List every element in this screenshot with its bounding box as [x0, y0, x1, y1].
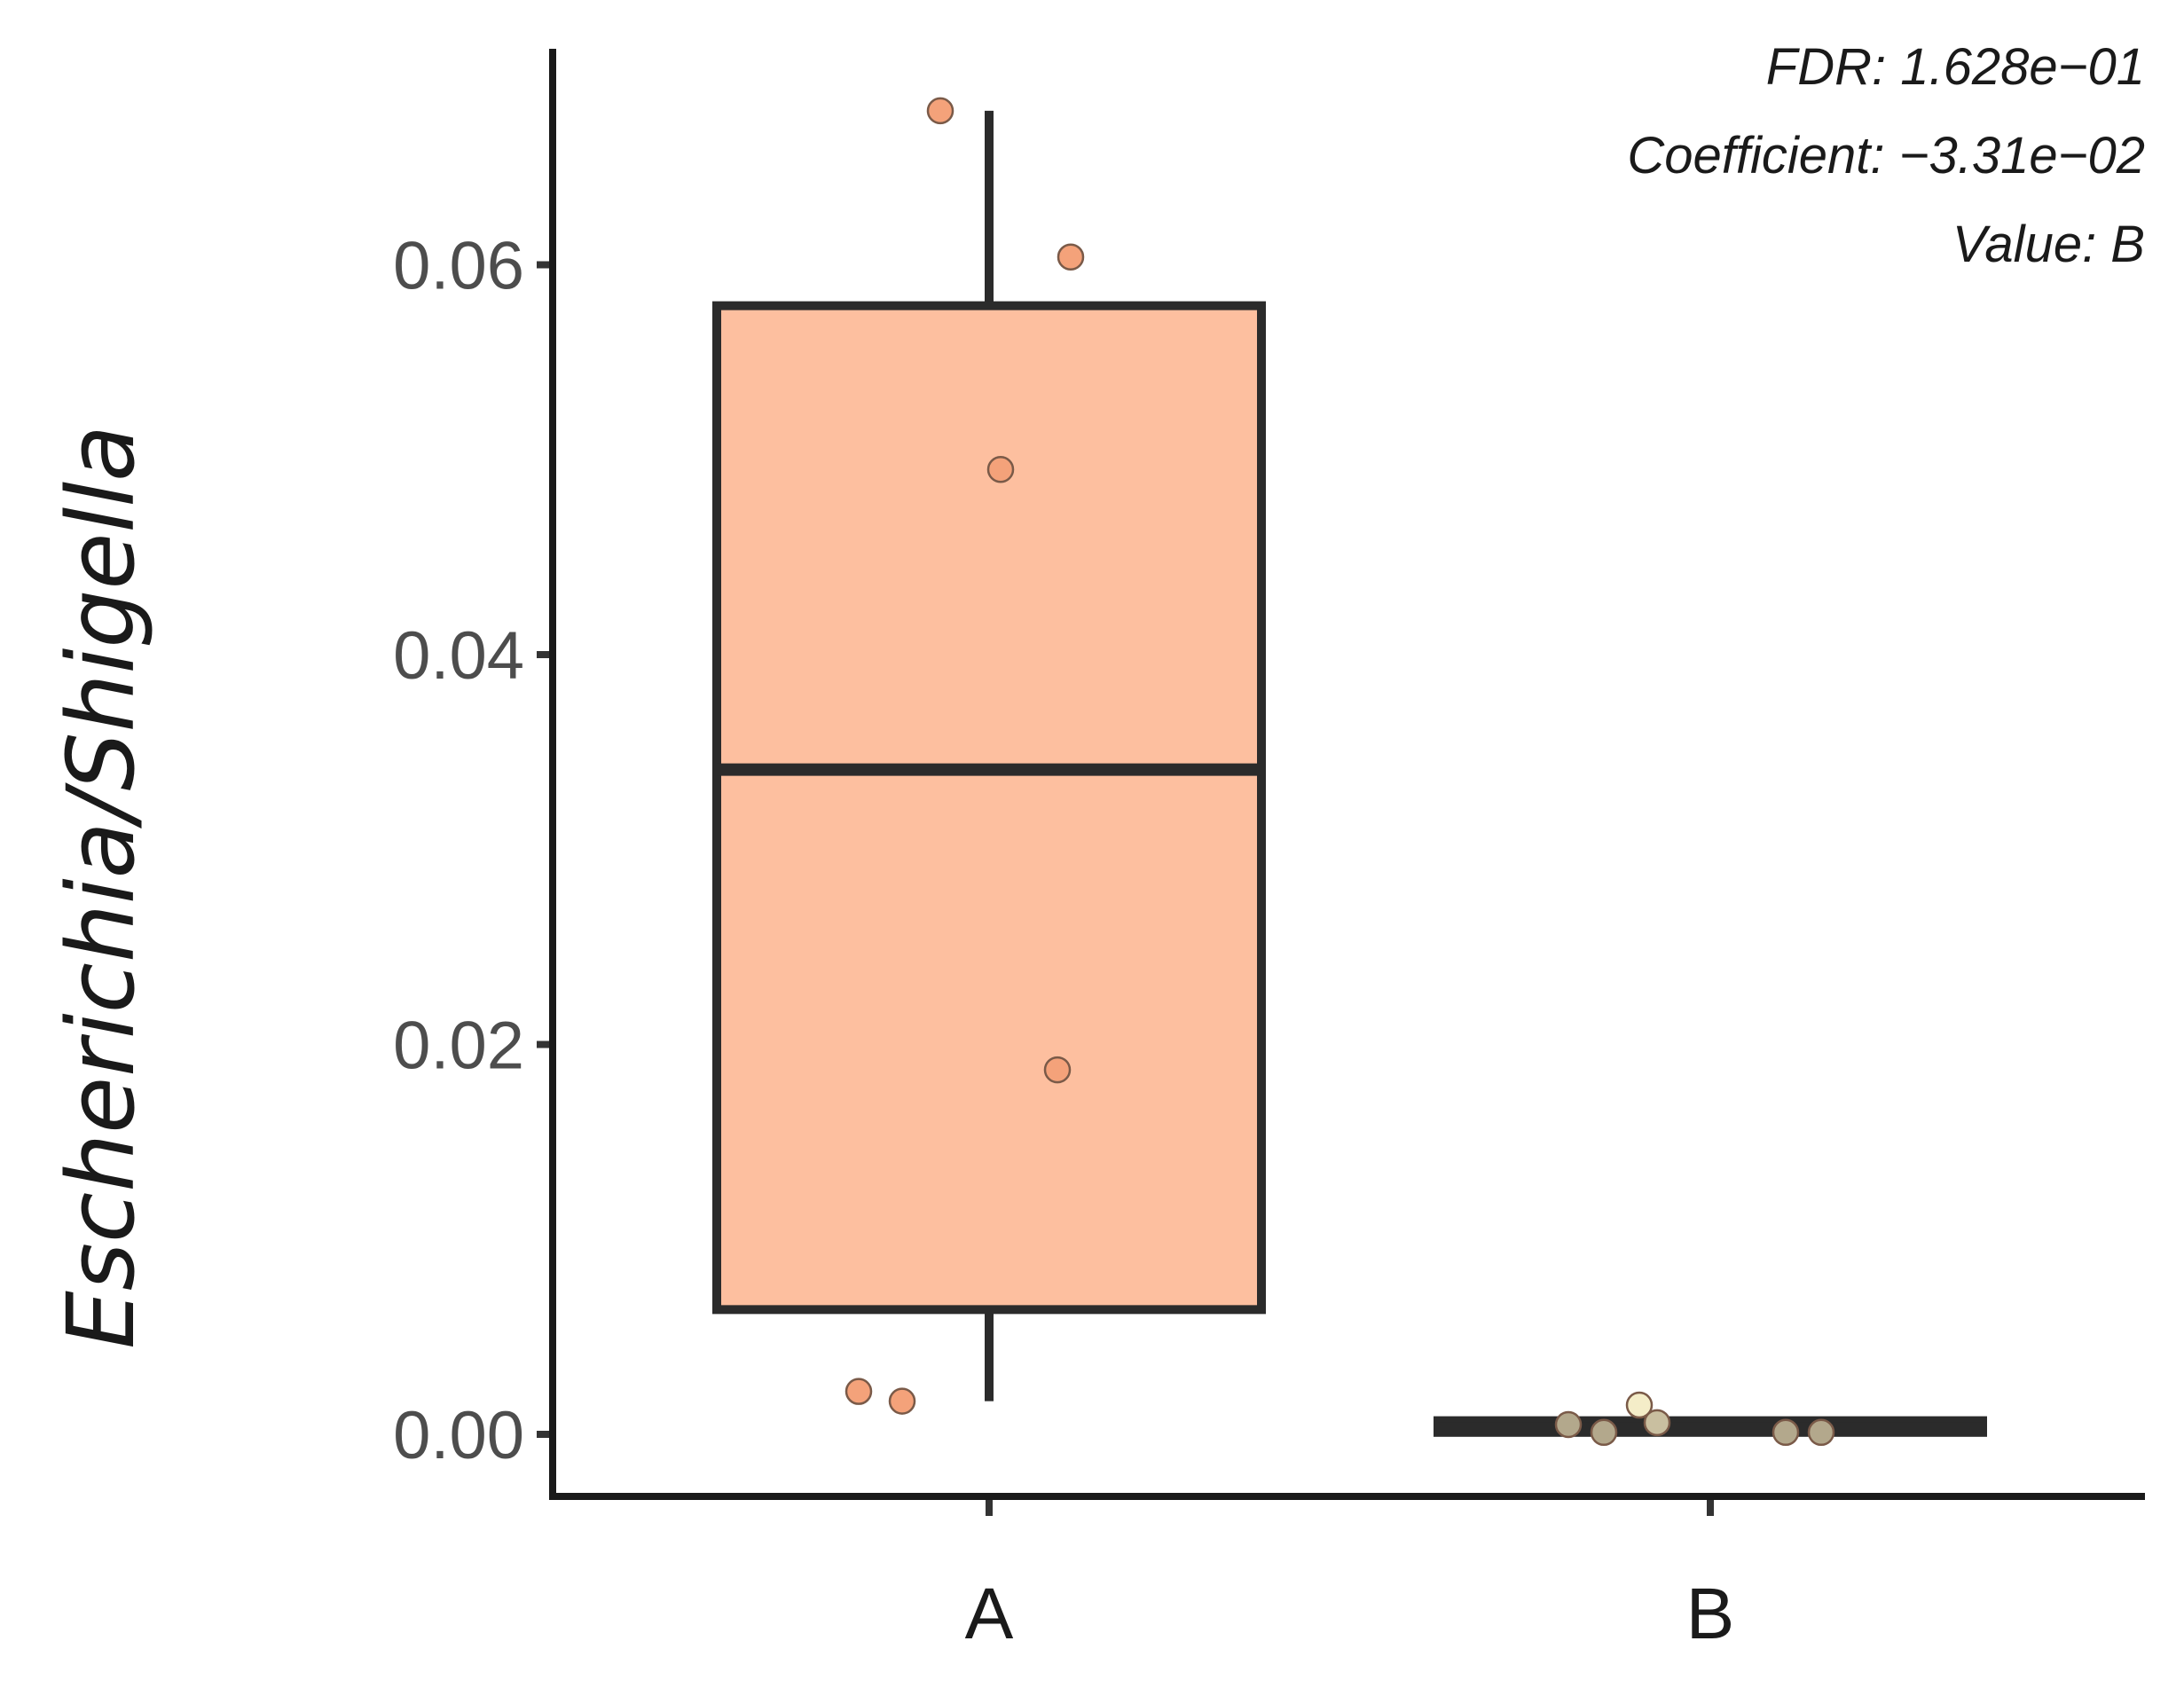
x-tick-label: A — [965, 1574, 1014, 1654]
data-points — [845, 97, 1835, 1447]
annotation-coefficient: Coefficient: −3.31e−02 — [1627, 127, 2145, 185]
boxes — [712, 110, 1987, 1437]
data-point — [1590, 1418, 1618, 1447]
y-axis-title: Escherichia/Shigella — [47, 425, 155, 1349]
data-point — [1043, 1056, 1072, 1084]
annotation-value: Value: B — [1952, 216, 2145, 273]
y-tick-label: 0.00 — [393, 1398, 524, 1473]
annotation-fdr: FDR: 1.628e−01 — [1766, 38, 2145, 96]
box-iqr — [712, 301, 1266, 1315]
data-point — [986, 455, 1015, 483]
stats-annotations: FDR: 1.628e−01 Coefficient: −3.31e−02 Va… — [1627, 38, 2145, 273]
data-point — [926, 97, 955, 125]
data-point — [1807, 1418, 1835, 1447]
box-b — [1434, 1416, 1987, 1437]
data-point — [1772, 1418, 1800, 1447]
data-point — [1643, 1409, 1671, 1437]
x-tick-label: B — [1686, 1574, 1735, 1654]
axes — [549, 49, 2145, 1500]
box-a — [712, 110, 1266, 1402]
data-point — [845, 1378, 873, 1405]
y-tick-label: 0.02 — [393, 1009, 524, 1084]
data-point — [1057, 243, 1085, 271]
y-axis-ticks: 0.00 0.02 0.04 0.06 — [393, 229, 553, 1473]
data-point — [1625, 1391, 1654, 1419]
y-tick-label: 0.06 — [393, 229, 524, 304]
y-tick-label: 0.04 — [393, 618, 524, 694]
data-point — [888, 1387, 916, 1415]
data-point — [1554, 1410, 1583, 1439]
